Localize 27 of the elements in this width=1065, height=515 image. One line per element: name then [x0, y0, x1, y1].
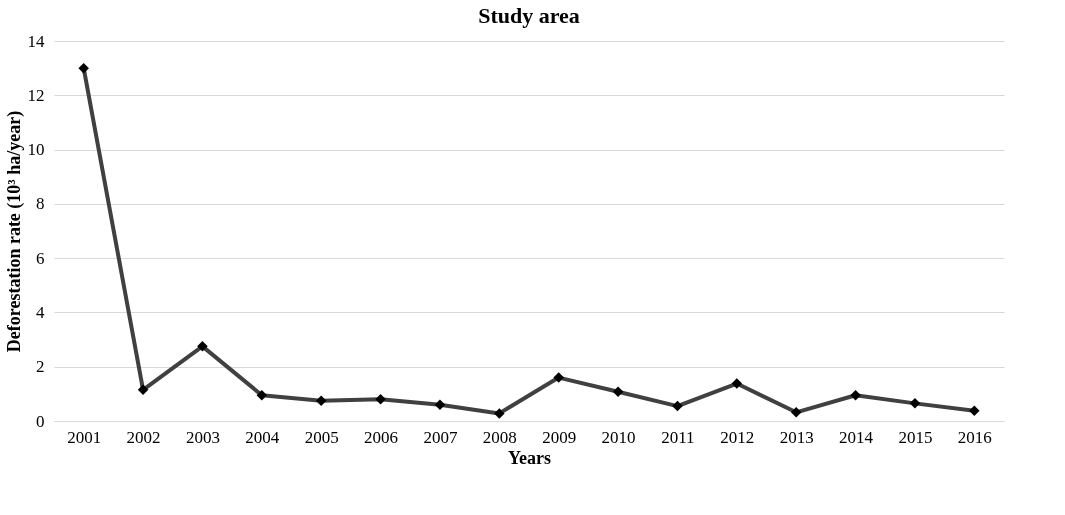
y-tick-label: 14: [27, 31, 45, 51]
x-tick-label: 2012: [720, 427, 755, 447]
y-tick-label: 8: [36, 194, 45, 214]
x-tick-label: 2015: [898, 427, 933, 447]
y-tick-label: 10: [27, 140, 45, 160]
y-tick-label: 12: [27, 85, 45, 105]
x-tick-label: 2014: [839, 427, 874, 447]
x-tick-label: 2013: [779, 427, 814, 447]
x-tick-label: 2003: [185, 427, 220, 447]
x-tick-label: 2008: [482, 427, 517, 447]
x-tick-label: 2002: [126, 427, 161, 447]
y-axis-title: Deforestation rate (10³ ha/year): [3, 110, 25, 353]
x-tick-label: 2007: [423, 427, 458, 447]
y-tick-label: 2: [36, 357, 45, 377]
x-axis-title: Years: [508, 447, 551, 468]
y-tick-label: 6: [36, 248, 45, 268]
x-tick-label: 2005: [304, 427, 339, 447]
x-tick-label: 2004: [245, 427, 280, 447]
chart-title: Study area: [478, 3, 580, 28]
x-tick-label: 2016: [957, 427, 992, 447]
x-tick-label: 2011: [661, 427, 695, 447]
y-tick-label: 0: [36, 411, 45, 431]
x-tick-label: 2006: [364, 427, 399, 447]
x-tick-label: 2010: [601, 427, 636, 447]
y-tick-label: 4: [36, 302, 45, 322]
x-tick-label: 2001: [67, 427, 102, 447]
x-tick-label: 2009: [542, 427, 577, 447]
